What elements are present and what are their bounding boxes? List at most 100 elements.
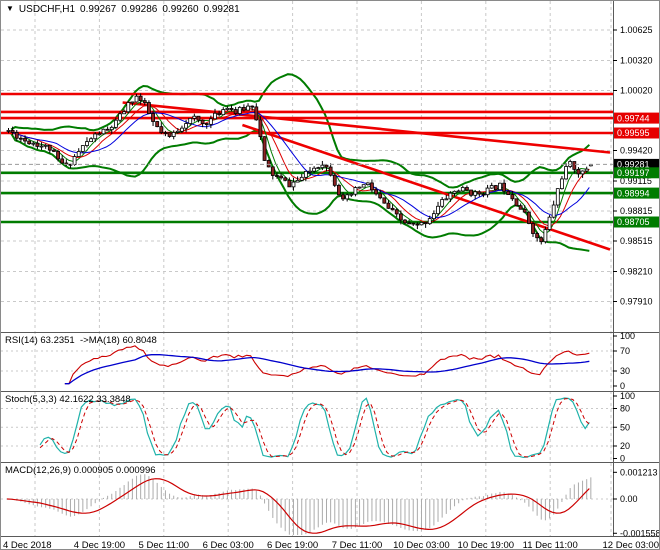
descending-trendline[interactable]	[122, 101, 611, 154]
bullish-candle	[291, 181, 296, 188]
bearish-candle	[324, 164, 329, 168]
bullish-candle	[43, 144, 48, 147]
bearish-candle	[279, 175, 283, 179]
bearish-candle	[229, 107, 234, 110]
bullish-candle	[349, 193, 354, 196]
bearish-candle	[493, 185, 498, 191]
bearish-candle	[506, 190, 511, 196]
time-axis-label: 10 Dec 19:00	[458, 540, 515, 550]
bearish-candle	[10, 130, 15, 133]
bearish-candle	[196, 115, 201, 121]
bullish-candle	[188, 117, 193, 124]
current-price-badge: 0.99281	[617, 160, 650, 170]
time-axis-label: 6 Dec 19:00	[267, 540, 318, 550]
bullish-candle	[547, 216, 552, 230]
bullish-candle	[460, 187, 465, 192]
macd-panel	[1, 474, 613, 535]
bullish-candle	[130, 101, 135, 104]
chart-title: ▼ USDCHF,H1 0.99267 0.99286 0.99260 0.99…	[6, 4, 240, 15]
bearish-candle	[138, 95, 143, 102]
bullish-candle	[303, 170, 308, 178]
bullish-candle	[221, 109, 226, 116]
bullish-candle	[551, 204, 556, 218]
stochastic-scale-label: 0	[620, 454, 625, 464]
bullish-candle	[184, 123, 188, 129]
bollinger-lower-band	[10, 129, 590, 252]
stoch-indicator-label: Stoch(5,3,3) 42.1622 33.3848	[5, 394, 131, 405]
bullish-candle	[299, 176, 304, 181]
bearish-candle	[411, 222, 416, 225]
bearish-candle	[526, 211, 531, 224]
bullish-candle	[560, 178, 564, 190]
bullish-candle	[72, 156, 77, 165]
bearish-candle	[155, 121, 160, 128]
time-axis-label: 6 Dec 03:00	[203, 540, 254, 550]
bearish-candle	[386, 202, 391, 209]
bullish-candle	[246, 105, 250, 111]
candlesticks-layer	[6, 93, 593, 245]
bearish-candle	[217, 112, 222, 116]
bearish-candle	[254, 106, 259, 121]
bullish-candle	[101, 128, 106, 135]
bullish-candle	[584, 168, 589, 172]
moving-average-line	[10, 100, 590, 234]
bearish-candle	[250, 105, 255, 108]
bullish-candle	[485, 187, 490, 196]
bearish-candle	[60, 158, 65, 164]
bearish-candle	[572, 161, 577, 170]
bearish-candle	[283, 177, 288, 181]
bullish-candle	[489, 185, 494, 189]
bearish-candle	[502, 182, 507, 192]
bearish-candle	[531, 223, 535, 234]
bearish-candle	[147, 102, 151, 114]
time-axis-label: 11 Dec 11:00	[523, 540, 578, 550]
time-axis-label: 10 Dec 03:00	[393, 540, 450, 550]
stochastic-panel	[1, 397, 613, 459]
bearish-candle	[159, 126, 164, 133]
bullish-candle	[308, 170, 312, 173]
price-axis-label: 1.00320	[620, 56, 653, 66]
bullish-candle	[237, 107, 242, 114]
bullish-candle	[97, 133, 102, 136]
bearish-candle	[378, 193, 383, 199]
bearish-candle	[163, 132, 168, 134]
resistance-price-badge: 0.99595	[617, 128, 650, 138]
bearish-candle	[465, 187, 469, 191]
bullish-candle	[555, 188, 560, 206]
bullish-candle	[89, 138, 93, 143]
bullish-candle	[444, 198, 449, 201]
bearish-candle	[266, 160, 271, 168]
bullish-candle	[564, 166, 568, 180]
bullish-candle	[126, 102, 131, 113]
price-axis-label: 0.97910	[620, 297, 653, 307]
bullish-candle	[498, 182, 502, 191]
collapse-indicator-icon[interactable]: ▼	[6, 4, 14, 13]
bearish-candle	[287, 179, 292, 188]
bearish-candle	[390, 207, 395, 211]
bearish-candle	[52, 149, 56, 152]
bullish-candle	[431, 213, 436, 220]
rsi-panel	[1, 345, 613, 385]
bearish-candle	[382, 197, 387, 204]
rsi-indicator-label: RSI(14) 63.2351 ->MA(18) 60.8048	[5, 335, 157, 346]
bearish-candle	[341, 194, 345, 200]
bullish-candle	[316, 167, 321, 170]
macd-indicator-label: MACD(12,26,9) 0.000905 0.000996	[5, 465, 156, 476]
resistance-price-badge: 0.99744	[617, 113, 650, 123]
bearish-candle	[415, 223, 420, 226]
bearish-candle	[18, 137, 23, 140]
stochastic-k-line	[39, 397, 590, 459]
bullish-candle	[353, 187, 358, 195]
ohlc-open-value: 0.99267	[80, 4, 117, 15]
bearish-candle	[518, 205, 523, 210]
bearish-candle	[151, 113, 155, 122]
bearish-candle	[14, 132, 19, 139]
bearish-candle	[258, 119, 263, 138]
stochastic-scale-label: 20	[620, 441, 630, 451]
price-axis-label: 1.00020	[620, 86, 653, 96]
symbol-period-label: USDCHF,H1	[18, 4, 76, 15]
bullish-candle	[419, 222, 424, 226]
bearish-candle	[47, 144, 52, 151]
